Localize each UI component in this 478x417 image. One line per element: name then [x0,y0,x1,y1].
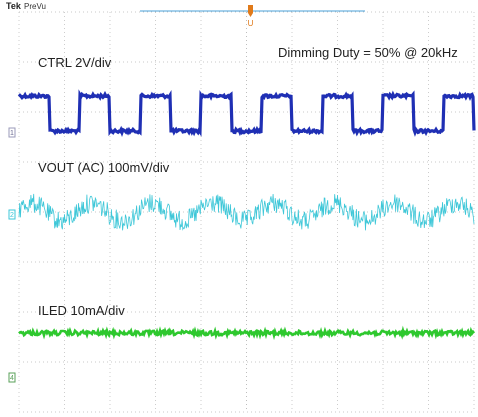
iled-ground-marker-label: 4 [10,375,14,382]
vout-ground-marker[interactable]: 2 [8,209,16,220]
vout-channel-label: VOUT (AC) 100mV/div [38,160,170,175]
waveforms [17,89,476,341]
vout-waveform [18,193,475,231]
iled-waveform [18,325,476,341]
ctrl-channel-label: CTRL 2V/div [38,55,112,70]
trigger-marker-label: U [248,19,254,28]
brand-logo: Tek [6,1,22,11]
ctrl-waveform [17,89,476,138]
vout-ground-marker-label: 2 [10,212,14,219]
ctrl-ground-marker-label: 1 [10,130,14,137]
dimming-duty-annotation: Dimming Duty = 50% @ 20kHz [278,45,458,60]
trigger-marker: U [248,5,254,28]
ctrl-ground-marker[interactable]: 1 [8,127,16,138]
iled-ground-marker[interactable]: 4 [8,372,16,383]
iled-channel-label: ILED 10mA/div [38,303,125,318]
acquisition-mode: PreVu [24,2,46,11]
